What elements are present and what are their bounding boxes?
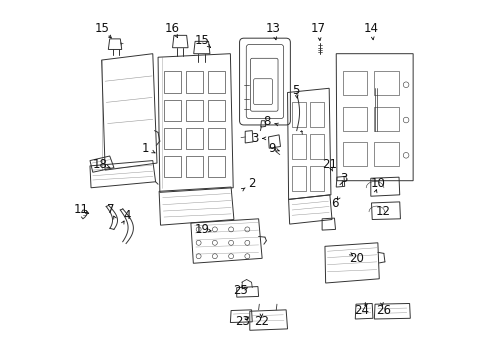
Text: 9: 9 [268,142,275,155]
Text: 15: 15 [94,22,109,35]
Text: 12: 12 [374,205,389,218]
Text: 18: 18 [92,158,107,171]
Text: 16: 16 [164,22,179,35]
Text: 3: 3 [340,172,347,185]
Text: 26: 26 [376,304,390,317]
Text: 11: 11 [74,203,89,216]
Text: 7: 7 [106,203,114,216]
Text: 1: 1 [142,142,149,155]
Text: 6: 6 [330,198,338,211]
Text: 3: 3 [251,132,258,145]
Text: 22: 22 [253,315,268,328]
Text: 17: 17 [310,22,325,35]
Text: 20: 20 [348,252,364,265]
Text: 25: 25 [232,284,247,297]
Text: 19: 19 [194,223,209,236]
Text: 5: 5 [291,84,299,96]
Text: 15: 15 [194,34,209,47]
Text: 13: 13 [265,22,280,35]
Text: 2: 2 [247,177,255,190]
Text: 21: 21 [321,158,336,171]
Text: 23: 23 [235,315,250,328]
Text: 10: 10 [370,177,385,190]
Text: 14: 14 [363,22,378,35]
Text: 8: 8 [263,115,270,128]
Text: 24: 24 [353,304,368,317]
Text: 4: 4 [123,209,131,222]
